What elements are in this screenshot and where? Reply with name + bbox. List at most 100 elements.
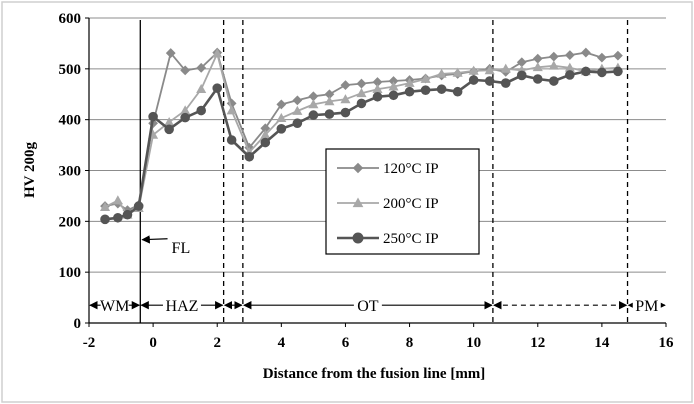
fl-arrow [141,235,168,244]
data-point [148,111,158,122]
data-point [308,99,319,109]
data-point [99,201,111,211]
data-point [613,66,623,77]
legend-swatch-marker [352,197,364,208]
data-point [260,137,271,148]
data-point [244,151,255,162]
data-point [196,62,207,73]
series-3 [100,66,623,225]
data-point [340,94,351,104]
legend-swatch-marker [352,232,364,244]
x-tick-label: 4 [278,335,286,351]
data-point [500,78,511,88]
data-point [436,68,447,78]
data-point [549,76,559,86]
data-point [420,85,431,95]
data-point [196,105,206,116]
data-point [468,75,479,85]
y-tick-label: 500 [59,62,82,78]
legend-swatch-marker [352,162,364,174]
data-point [112,195,123,205]
data-point [308,110,319,120]
data-point [388,90,399,101]
y-tick-label: 400 [59,113,82,129]
region-label-haz: HAZ [166,298,199,315]
data-point [452,86,463,97]
data-point [196,83,207,94]
data-point [565,70,575,80]
data-point [340,107,351,118]
x-tick-label: 8 [406,335,414,351]
data-point [516,70,527,81]
data-point [484,76,495,86]
x-tick-label: 14 [594,335,610,351]
data-point [212,83,223,93]
data-point [164,124,174,135]
x-tick-label: 2 [213,335,221,351]
data-point [180,65,191,76]
x-tick-label: 6 [342,335,350,351]
data-point [420,73,431,83]
data-point [340,80,351,91]
data-point [436,84,447,94]
data-point [276,112,287,123]
series-line [104,70,618,221]
data-point [404,86,415,97]
data-point [452,67,463,77]
data-point [388,81,399,91]
x-tick-label: 0 [149,335,157,351]
region-label-ot: OT [357,298,379,315]
data-point [356,98,367,109]
region-label-bg [162,294,201,317]
data-point [404,77,415,87]
legend-box [325,148,480,255]
series-line [104,50,619,212]
region-label-bg [632,294,661,317]
y-tick-label: 600 [59,11,82,27]
data-point [564,50,575,61]
data-point [276,99,287,110]
fl-label: FL [172,240,191,257]
y-tick-label: 300 [59,164,82,180]
data-point [324,109,335,119]
data-point [356,88,367,98]
data-point [100,214,110,225]
data-point [226,135,237,145]
data-point [372,91,383,102]
y-tick-label: 0 [74,316,82,332]
data-point [212,48,223,58]
data-point [276,124,287,134]
region-label-bg [100,294,129,317]
x-tick-label: 12 [530,335,545,351]
x-tick-label: 16 [659,335,675,351]
legend-label: 120°C IP [383,161,439,177]
data-point [597,67,607,78]
series-2 [99,48,623,219]
data-point [532,62,543,72]
x-axis-title: Distance from the fusion line [mm] [263,366,486,382]
data-point [484,65,495,75]
data-point [548,60,559,70]
legend-label: 200°C IP [383,196,439,212]
y-axis-title: HV 200g [22,142,38,198]
x-tick-label: 10 [466,335,481,351]
data-point [122,209,133,220]
x-tick-label: -2 [83,335,96,351]
data-point [356,78,367,89]
data-point [113,212,123,223]
data-point [292,105,303,115]
data-point [292,95,303,106]
series-line [104,50,618,216]
data-point [226,105,237,115]
legend-label: 250°C IP [383,231,439,247]
data-point [292,118,303,129]
y-tick-label: 100 [59,265,82,281]
data-point [165,48,176,58]
data-point [532,74,543,84]
y-tick-label: 200 [59,214,82,230]
region-label-bg [353,294,382,317]
data-point [580,47,591,58]
data-point [500,63,511,73]
